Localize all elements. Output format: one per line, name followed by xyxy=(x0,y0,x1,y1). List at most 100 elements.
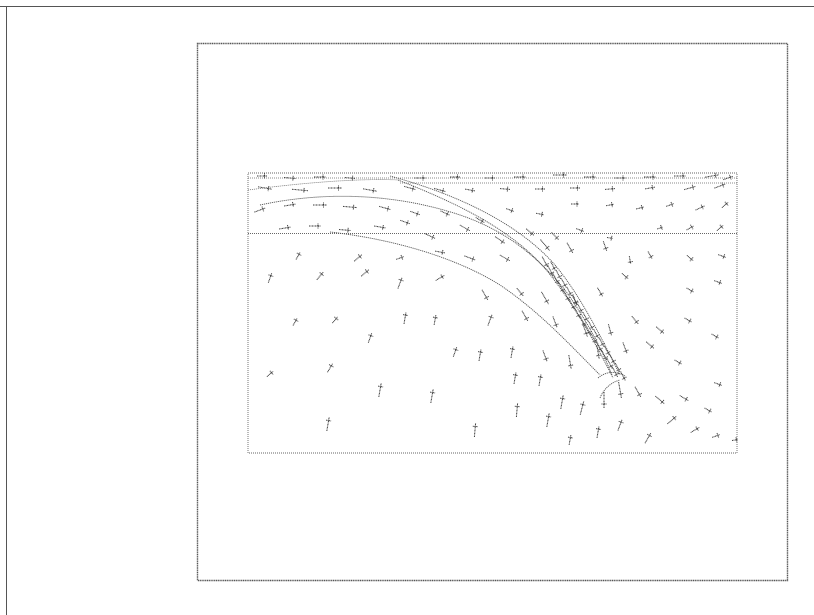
velocity-arrow-head xyxy=(569,248,574,253)
velocity-arrow xyxy=(596,345,600,359)
velocity-arrow xyxy=(332,316,338,324)
velocity-arrow-head xyxy=(538,376,544,378)
velocity-arrow xyxy=(338,229,352,231)
velocity-arrow xyxy=(582,323,588,337)
velocity-arrow xyxy=(440,210,450,216)
velocity-arrow xyxy=(576,228,584,232)
velocity-arrow xyxy=(435,250,445,254)
velocity-arrow-head xyxy=(583,331,589,335)
velocity-arrow xyxy=(316,271,324,281)
velocity-arrow-head xyxy=(598,292,604,296)
surface-layers xyxy=(247,177,737,191)
velocity-arrow xyxy=(283,177,297,179)
velocity-arrow-head xyxy=(724,201,729,206)
velocity-arrow-head xyxy=(684,396,688,402)
velocity-arrow-head xyxy=(267,186,270,192)
velocity-arrow xyxy=(435,275,445,281)
window-frame xyxy=(0,6,814,615)
velocity-arrow-head xyxy=(580,228,584,234)
velocity-arrow xyxy=(620,371,626,381)
velocity-arrow-head xyxy=(400,254,404,260)
velocity-arrow-head xyxy=(581,322,587,326)
velocity-arrow xyxy=(604,345,610,356)
velocity-arrow-head xyxy=(560,288,566,292)
velocity-arrow xyxy=(614,362,621,373)
velocity-arrow xyxy=(434,187,446,193)
velocity-arrow-head xyxy=(567,291,573,296)
velocity-arrow-head xyxy=(716,432,720,438)
velocity-arrow xyxy=(607,324,613,336)
velocity-arrow xyxy=(291,188,309,192)
velocity-arrow xyxy=(344,177,356,179)
velocity-arrow xyxy=(506,208,514,212)
slab-top-surface xyxy=(389,175,621,376)
velocity-arrow xyxy=(579,401,585,415)
slab-base-line xyxy=(329,231,601,376)
velocity-arrow xyxy=(552,316,558,328)
velocity-arrow xyxy=(465,188,475,192)
velocity-arrow xyxy=(515,402,519,418)
velocity-arrow-head xyxy=(465,227,470,232)
velocity-arrow-head xyxy=(440,274,444,280)
velocity-arrow-head xyxy=(364,269,369,274)
velocity-arrow xyxy=(475,217,485,223)
velocity-arrow xyxy=(478,349,482,361)
upper-plate-base xyxy=(247,179,401,191)
velocity-arrow-head xyxy=(478,351,484,353)
velocity-arrow-head xyxy=(544,245,550,250)
velocity-arrow-head xyxy=(587,330,592,334)
velocity-arrow-head xyxy=(647,433,652,438)
velocity-arrow-head xyxy=(510,208,514,214)
slab-inner-line-2 xyxy=(259,195,613,376)
velocity-arrow xyxy=(606,203,614,207)
velocity-arrow-head xyxy=(484,295,489,300)
velocity-arrow xyxy=(513,372,517,384)
velocity-arrow-head xyxy=(700,204,704,210)
velocity-arrow xyxy=(647,251,653,259)
velocity-arrow-head xyxy=(592,339,598,343)
velocity-arrow xyxy=(473,422,477,438)
velocity-arrow-head xyxy=(524,316,529,321)
velocity-arrow-head xyxy=(551,266,557,270)
velocity-arrow xyxy=(622,342,628,354)
velocity-arrow xyxy=(342,205,358,209)
velocity-arrow-head xyxy=(715,334,719,340)
velocity-arrow xyxy=(679,395,689,401)
velocity-arrow-head xyxy=(416,211,419,217)
velocity-arrow-head xyxy=(584,317,589,321)
velocity-arrow xyxy=(525,228,535,236)
velocity-arrow xyxy=(541,256,549,268)
velocity-arrow xyxy=(284,203,296,207)
velocity-arrow xyxy=(378,383,382,397)
velocity-arrow xyxy=(266,371,274,377)
velocity-arrow xyxy=(577,303,583,313)
velocity-arrow xyxy=(379,205,391,211)
velocity-arrow xyxy=(555,269,562,280)
velocity-arrow-head xyxy=(718,280,722,286)
velocity-arrow-head xyxy=(608,331,614,334)
velocity-arrow xyxy=(292,318,298,326)
velocity-arrow-head xyxy=(660,399,665,405)
velocity-arrow-head xyxy=(634,319,639,324)
velocity-arrow xyxy=(499,188,511,190)
velocity-arrow xyxy=(593,329,599,339)
velocity-arrow-head xyxy=(721,182,725,188)
velocity-arrow xyxy=(579,315,586,327)
velocity-arrow xyxy=(464,255,476,261)
slab-inner-line-1 xyxy=(397,179,614,379)
velocity-arrow xyxy=(452,347,458,357)
velocity-arrow-head xyxy=(573,300,579,304)
velocity-arrow xyxy=(602,241,608,251)
velocity-arrow xyxy=(404,185,416,191)
velocity-arrow xyxy=(721,202,729,208)
velocity-arrow xyxy=(563,290,570,302)
velocity-arrow xyxy=(590,332,597,344)
velocity-arrow xyxy=(635,206,645,210)
velocity-arrow xyxy=(481,289,489,301)
velocity-arrow xyxy=(536,212,544,216)
velocity-arrow-head xyxy=(510,348,516,350)
velocity-arrow xyxy=(267,273,273,283)
velocity-arrow xyxy=(327,363,333,373)
velocity-arrow xyxy=(595,341,603,353)
velocity-arrow-head xyxy=(690,224,694,230)
